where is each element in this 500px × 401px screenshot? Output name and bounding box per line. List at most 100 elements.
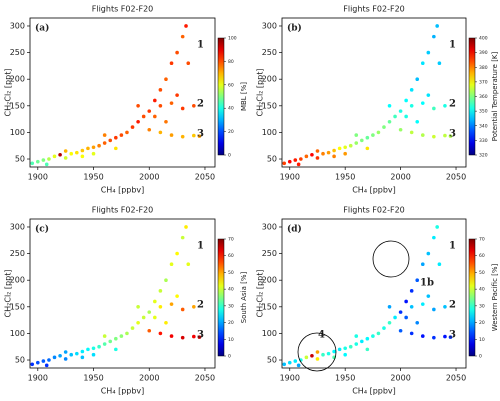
annotation: 1 — [197, 241, 204, 252]
annotation: 3 — [449, 330, 456, 341]
point — [44, 363, 49, 368]
colorbar-tick-label: 40 — [228, 287, 234, 293]
y-tick-label: 200 — [10, 75, 25, 84]
point — [415, 77, 420, 81]
point — [443, 133, 447, 138]
point — [287, 159, 292, 164]
point — [443, 305, 447, 309]
annotation: 1b — [420, 278, 434, 289]
point — [102, 141, 107, 145]
annotation: 1 — [197, 40, 204, 51]
point — [343, 352, 347, 357]
point — [52, 355, 57, 360]
panel: Flights F02-F20 CH₄ [ppbv] CH₂Cl₂ [ppt] 190… — [4, 5, 249, 195]
point — [136, 104, 140, 108]
y-tick-label: 150 — [10, 101, 25, 110]
colorbar-tick-label: 60 — [228, 82, 234, 88]
point — [409, 88, 414, 92]
point — [130, 326, 135, 330]
colorbar-tick-label: 340 — [479, 123, 488, 129]
x-tick-label: 1950 — [335, 374, 355, 383]
point — [365, 146, 370, 151]
point — [97, 143, 101, 148]
point — [192, 104, 196, 108]
point — [398, 310, 403, 314]
point — [296, 363, 301, 368]
point — [343, 346, 347, 351]
colorbar-tick-label: 400 — [479, 36, 488, 42]
point — [58, 152, 62, 157]
x-tick-label: 2050 — [195, 374, 215, 383]
point — [36, 360, 40, 365]
y-tick-label: 300 — [262, 21, 277, 30]
point — [304, 355, 309, 360]
point — [141, 114, 146, 119]
point — [180, 134, 185, 139]
point — [158, 104, 163, 108]
y-tick-label: 250 — [10, 48, 25, 57]
point — [114, 336, 118, 341]
colorbar-tick-label: 20 — [479, 320, 485, 326]
annotation: 2 — [197, 99, 204, 110]
highlight-circle — [297, 332, 337, 372]
x-tick-label: 1900 — [280, 173, 300, 182]
point — [136, 305, 140, 309]
point — [75, 150, 79, 155]
point — [348, 344, 353, 349]
annotation: 4 — [318, 330, 325, 341]
point — [86, 146, 90, 151]
point — [192, 334, 196, 339]
colorbar-tick-label: 370 — [479, 79, 488, 85]
y-tick-label: 300 — [10, 21, 25, 30]
point — [337, 146, 342, 151]
point — [365, 135, 370, 140]
point — [371, 334, 375, 338]
point — [321, 352, 325, 357]
colorbar-tick-label: 30 — [228, 303, 234, 309]
x-tick-label: 2000 — [390, 173, 410, 182]
point — [432, 235, 436, 240]
point — [393, 114, 397, 119]
colorbar-tick-label: 50 — [479, 270, 485, 276]
colorbar — [217, 238, 225, 357]
colorbar — [468, 238, 476, 357]
point — [47, 157, 51, 161]
y-tick-label: 300 — [10, 222, 25, 231]
point — [448, 335, 453, 339]
point — [321, 151, 325, 156]
point — [443, 104, 447, 108]
annotation: 3 — [197, 129, 204, 140]
x-tick-label: 2000 — [139, 173, 159, 182]
y-axis-label: CH₂Cl₂ [ppt] — [256, 270, 265, 318]
point — [175, 294, 179, 298]
point — [80, 148, 85, 153]
point — [114, 146, 118, 151]
point — [365, 336, 370, 341]
point — [371, 133, 375, 137]
point — [426, 50, 431, 55]
panel-title: Flights F02-F20 — [343, 5, 405, 14]
point — [393, 315, 397, 320]
x-tick-label: 2000 — [390, 374, 410, 383]
point — [158, 305, 163, 309]
point — [169, 302, 174, 306]
y-tick-label: 50 — [15, 155, 25, 164]
colorbar-tick-label: 20 — [228, 320, 234, 326]
point — [44, 162, 49, 167]
colorbar-tick-label: 60 — [479, 253, 485, 259]
point — [387, 104, 392, 108]
point — [192, 305, 196, 309]
axes-frame — [29, 17, 216, 168]
x-tick-label: 2050 — [195, 173, 215, 182]
y-tick-label: 200 — [262, 276, 277, 285]
point — [58, 353, 62, 358]
y-tick-label: 250 — [262, 48, 277, 57]
point — [437, 61, 442, 66]
point — [147, 127, 152, 132]
point — [114, 347, 118, 352]
point — [30, 161, 35, 166]
colorbar — [468, 37, 476, 156]
point — [197, 134, 202, 138]
point — [125, 331, 129, 336]
point — [387, 119, 392, 124]
